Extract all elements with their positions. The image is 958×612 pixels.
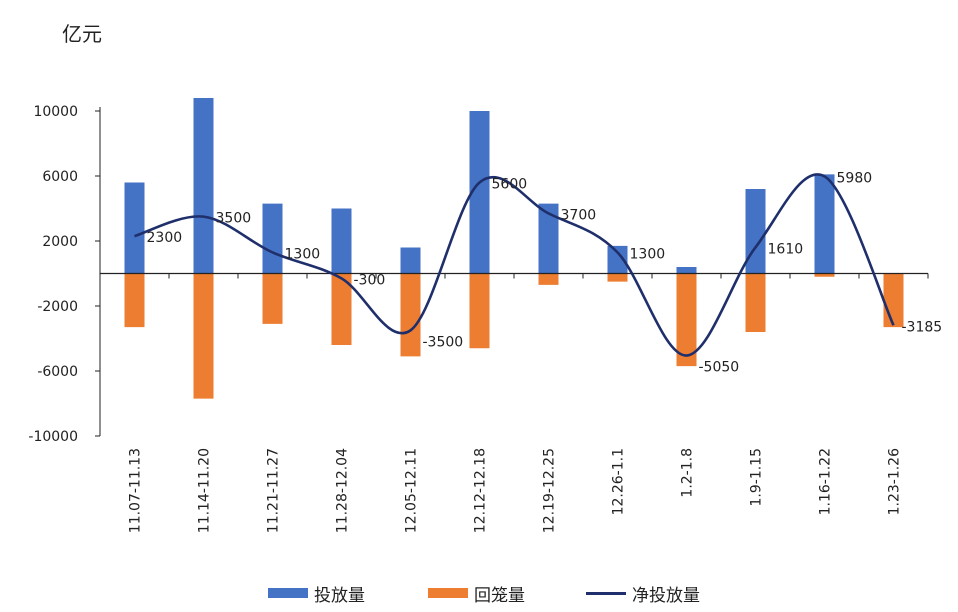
bar-maturity — [400, 273, 421, 357]
y-axis-unit-label: 亿元 — [62, 22, 102, 46]
x-tick-label: 11.21-11.27 — [266, 448, 282, 533]
bar-issuance — [676, 267, 697, 274]
bar-maturity — [193, 273, 214, 399]
bar-maturity — [883, 273, 904, 328]
net-data-label: -300 — [354, 272, 386, 288]
y-tick-label: -10000 — [28, 429, 78, 445]
bar-issuance — [469, 111, 490, 274]
net-data-label: 1300 — [285, 246, 321, 262]
bar-issuance — [745, 189, 766, 274]
bar-issuance — [193, 98, 214, 274]
net-data-label: 1610 — [768, 241, 804, 257]
net-issuance-line — [134, 173, 895, 357]
net-data-label: 1300 — [630, 246, 666, 262]
bar-maturity — [607, 273, 628, 282]
legend-item-maturity: 回笼量 — [428, 578, 525, 608]
x-tick-label: 11.28-12.04 — [335, 448, 351, 533]
x-tick-label: 11.14-11.20 — [197, 448, 213, 533]
x-tick-label: 1.2-1.8 — [680, 448, 696, 498]
bar-maturity — [262, 273, 283, 324]
legend-swatch-net — [586, 591, 626, 595]
bar-maturity — [331, 273, 352, 345]
chart-legend: 投放量 回笼量 净投放量 — [0, 578, 958, 608]
legend-label-issuance: 投放量 — [314, 585, 365, 606]
bar-maturity — [745, 273, 766, 332]
net-data-label: 3500 — [216, 211, 252, 227]
bar-issuance — [607, 245, 628, 274]
x-tick-label: 1.9-1.15 — [749, 448, 765, 507]
y-tick-label: -2000 — [37, 299, 78, 315]
legend-item-net: 净投放量 — [586, 578, 700, 608]
x-tick-label: 1.16-1.22 — [818, 448, 834, 515]
x-tick-label: 12.19-12.25 — [542, 448, 558, 533]
net-data-label: -3185 — [902, 319, 943, 335]
legend-label-maturity: 回笼量 — [474, 585, 525, 606]
bar-issuance — [124, 182, 145, 274]
bar-issuance — [400, 247, 421, 274]
legend-item-issuance: 投放量 — [268, 578, 365, 608]
bar-maturity — [538, 273, 559, 285]
net-data-label: 3700 — [561, 207, 597, 223]
net-data-label: -5050 — [699, 360, 740, 376]
y-tick-label: 2000 — [42, 234, 78, 250]
y-tick-label: 10000 — [33, 104, 78, 120]
legend-swatch-maturity — [428, 588, 468, 598]
bar-issuance — [262, 203, 283, 274]
bar-maturity — [469, 273, 490, 349]
bar-maturity — [676, 273, 697, 367]
legend-swatch-issuance — [268, 588, 308, 598]
bar-issuance — [331, 208, 352, 274]
net-data-label: 2300 — [147, 230, 183, 246]
bar-issuance — [814, 174, 835, 274]
bar-maturity — [814, 273, 835, 277]
net-data-label: -3500 — [423, 334, 464, 350]
chart-plot-area: 10000 6000 2000 -2000 -6000 -10000 2300 3500 130… — [28, 98, 943, 533]
x-tick-label: 1.23-1.26 — [887, 448, 903, 515]
legend-label-net: 净投放量 — [632, 585, 700, 606]
x-tick-label: 12.05-12.11 — [404, 448, 420, 533]
y-tick-label: 6000 — [42, 169, 78, 185]
x-tick-label: 12.12-12.18 — [473, 448, 489, 533]
y-tick-label: -6000 — [37, 364, 78, 380]
net-data-label: 5980 — [837, 170, 873, 186]
x-tick-label: 12.26-1.1 — [611, 448, 627, 515]
bar-maturity — [124, 273, 145, 328]
net-data-label: 5600 — [492, 177, 528, 193]
x-tick-label: 11.07-11.13 — [128, 448, 144, 533]
bar-issuance — [538, 203, 559, 274]
